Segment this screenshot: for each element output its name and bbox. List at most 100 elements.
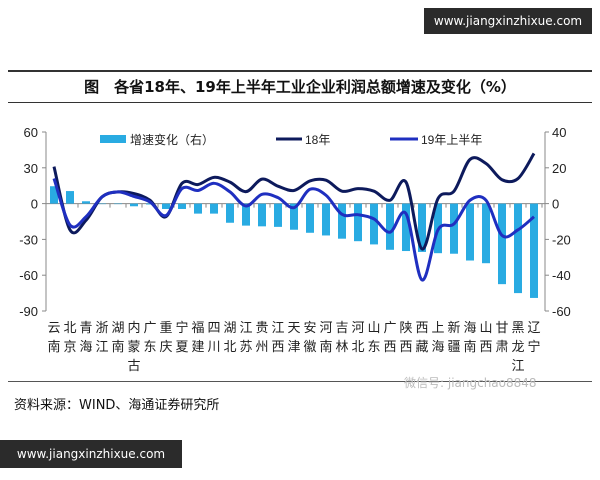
legend-label-bar: 增速变化（右）	[130, 132, 214, 147]
source-rule	[8, 381, 592, 382]
x-label-广西: 广	[383, 320, 396, 335]
bar-北京	[66, 191, 74, 204]
x-label-云南: 南	[47, 339, 60, 354]
bar-湖南	[114, 203, 122, 205]
legend-label-19: 19年上半年	[421, 133, 482, 147]
bar-江苏	[242, 203, 250, 226]
x-label-青海: 海	[79, 339, 92, 354]
x-label-内蒙古: 古	[127, 358, 140, 373]
bar-重庆	[162, 203, 170, 209]
x-label-重庆: 重	[159, 320, 172, 335]
left-tick-label: -30	[19, 232, 38, 247]
x-label-内蒙古: 内	[127, 320, 140, 335]
x-label-广东: 东	[143, 339, 156, 354]
x-label-天津: 天	[287, 320, 300, 335]
title-bottom-rule	[8, 102, 592, 103]
x-label-贵州: 贵	[255, 320, 268, 335]
x-label-山东: 东	[367, 339, 380, 354]
x-label-河北: 北	[351, 339, 364, 354]
x-label-天津: 津	[287, 339, 300, 354]
left-tick-label: 0	[31, 197, 38, 212]
x-label-湖北: 湖	[223, 320, 236, 335]
chart-title: 图 各省18年、19年上半年工业企业利润总额增速及变化（%）	[84, 78, 516, 96]
x-label-吉林: 吉	[335, 320, 348, 335]
x-label-陕西: 西	[399, 339, 412, 354]
x-label-新疆: 疆	[447, 339, 460, 354]
left-tick-label: 60	[24, 125, 38, 140]
x-label-北京: 京	[63, 339, 76, 354]
x-label-新疆: 新	[447, 320, 460, 335]
x-label-青海: 青	[79, 320, 92, 335]
bar-辽宁	[530, 203, 538, 298]
bar-山西	[482, 203, 490, 264]
bar-新疆	[450, 203, 458, 254]
x-label-河南: 南	[319, 339, 332, 354]
wechat-watermark: 微信号: jiangchao8848	[404, 376, 537, 390]
bar-内蒙古	[130, 203, 138, 207]
right-tick-label: -40	[552, 268, 571, 283]
x-label-四川: 四	[207, 320, 220, 335]
x-label-内蒙古: 蒙	[127, 339, 140, 354]
legend-label-18: 18年	[305, 133, 330, 147]
x-label-江西: 江	[271, 320, 284, 335]
bar-吉林	[338, 203, 346, 239]
title-top-rule	[8, 70, 592, 72]
x-label-宁夏: 宁	[175, 320, 188, 335]
x-label-安徽: 徽	[303, 339, 316, 354]
line-18-series	[52, 152, 536, 251]
right-tick-label: -20	[552, 232, 571, 247]
bar-黑龙江	[514, 203, 522, 294]
watermark-top: www.jiangxinzhixue.com	[424, 8, 592, 34]
x-label-海南: 海	[463, 320, 476, 335]
bar-河南	[322, 203, 330, 236]
x-label-浙江: 浙	[95, 320, 108, 335]
bar-天津	[290, 203, 298, 230]
bar-海南	[466, 203, 474, 261]
bar-甘肃	[498, 203, 506, 285]
x-label-河北: 河	[351, 320, 364, 335]
bar-江西	[274, 203, 282, 227]
x-label-西藏: 西	[415, 320, 428, 335]
x-label-宁夏: 夏	[175, 339, 188, 354]
bar-四川	[210, 203, 218, 214]
bar-广东	[146, 203, 154, 205]
x-label-四川: 川	[207, 339, 220, 354]
x-label-辽宁: 辽	[527, 320, 540, 335]
x-label-黑龙江: 龙	[511, 339, 524, 354]
right-tick-label: 0	[552, 197, 559, 212]
bar-广西	[386, 203, 394, 250]
bar-安徽	[306, 203, 314, 233]
source-note: 资料来源：WIND、海通证券研究所	[14, 398, 220, 413]
bar-陕西	[402, 203, 410, 252]
x-label-贵州: 州	[255, 339, 268, 354]
x-label-湖北: 北	[223, 339, 236, 354]
bar-湖北	[226, 203, 234, 223]
x-label-上海: 上	[431, 320, 444, 335]
x-label-山西: 山	[479, 320, 492, 335]
x-label-江苏: 江	[239, 320, 252, 335]
x-label-云南: 云	[47, 320, 60, 335]
x-label-黑龙江: 江	[511, 358, 524, 373]
right-tick-label: -60	[552, 304, 571, 319]
bar-山东	[370, 203, 378, 245]
x-label-湖南: 湖	[111, 320, 124, 335]
x-label-陕西: 陕	[399, 320, 412, 335]
x-label-山西: 西	[479, 339, 492, 354]
chart: 60300-30-60-9040200-20-40-60云南北京青海浙江湖南内蒙…	[19, 125, 571, 373]
x-label-安徽: 安	[303, 320, 316, 335]
x-label-福建: 建	[191, 339, 204, 354]
x-label-甘肃: 甘	[495, 320, 508, 335]
legend-bar-swatch	[100, 135, 126, 143]
left-tick-label: -90	[19, 304, 38, 319]
x-label-江苏: 苏	[239, 339, 252, 354]
bar-宁夏	[178, 203, 186, 209]
x-label-西藏: 藏	[415, 339, 428, 354]
left-tick-label: 30	[24, 161, 38, 176]
x-label-甘肃: 肃	[495, 339, 508, 354]
x-label-河南: 河	[319, 320, 332, 335]
x-label-福建: 福	[191, 320, 204, 335]
x-label-黑龙江: 黑	[511, 320, 524, 335]
left-tick-label: -60	[19, 268, 38, 283]
x-label-湖南: 南	[111, 339, 124, 354]
bar-浙江	[98, 203, 106, 205]
